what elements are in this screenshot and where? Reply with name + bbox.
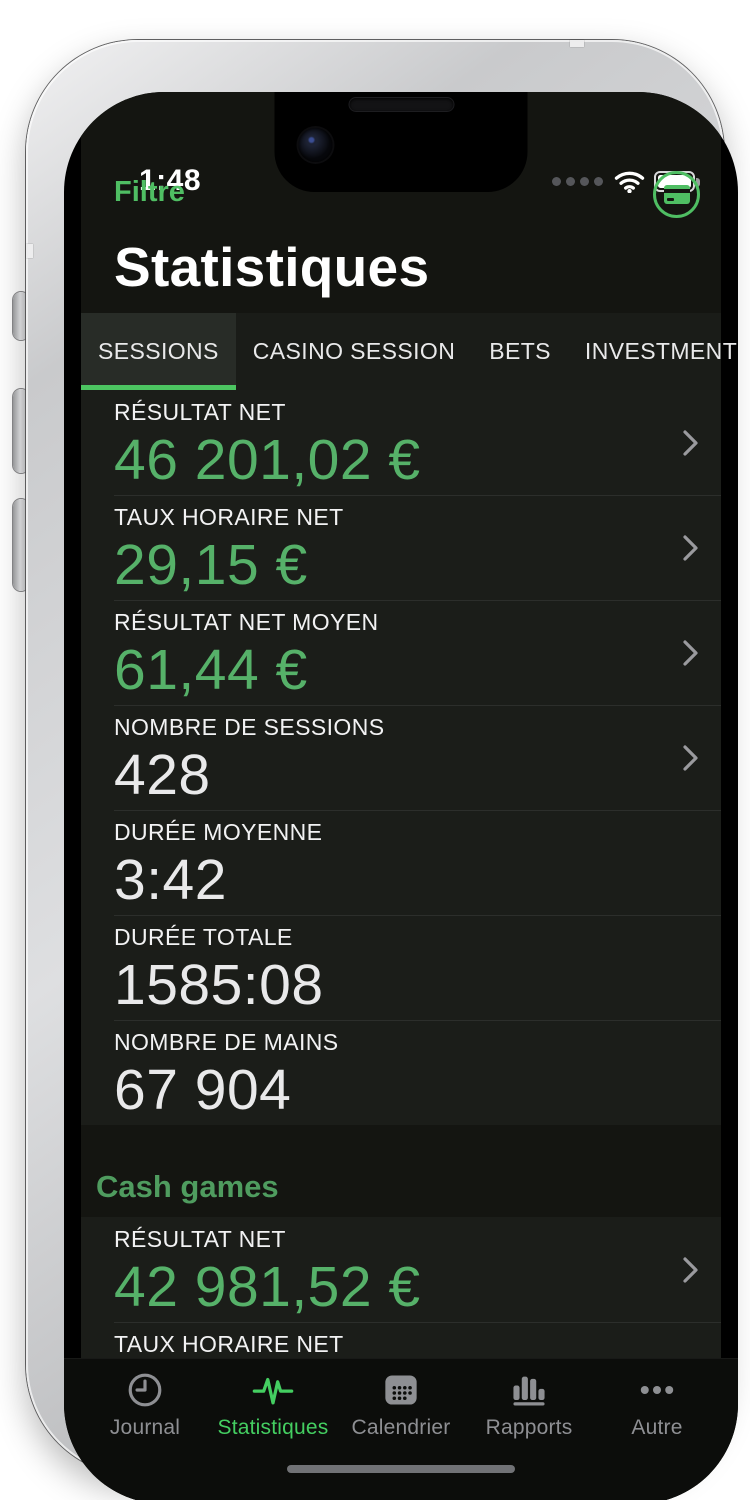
app-view: 1:48 Filtre [64,92,738,1500]
stat-value: 3:42 [114,848,227,912]
section-title: Cash games [96,1169,279,1204]
stat-row-resultat-net-moyen[interactable]: RÉSULTAT NET MOYEN 61,44 € [81,600,721,705]
stat-label: NOMBRE DE SESSIONS [114,714,385,740]
front-camera [298,128,333,162]
tab-investments[interactable]: INVESTMENTS [584,338,738,364]
chevron-right-icon [683,534,698,561]
stat-label: DURÉE TOTALE [114,924,293,950]
tabbar-item-statistiques[interactable]: Statistiques [209,1359,337,1440]
stat-value: 46 201,02 € [114,428,421,492]
volume-down-button[interactable] [13,499,29,591]
stats-tabs: SESSIONS CASINO SESSION BETS INVESTMENTS [81,313,738,390]
tabbar-label: Rapports [485,1416,573,1439]
stat-row-nombre-de-sessions[interactable]: NOMBRE DE SESSIONS 428 [81,705,721,810]
stat-label: NOMBRE DE MAINS [114,1029,339,1055]
stat-label: DURÉE MOYENNE [114,819,323,845]
mute-switch[interactable] [13,292,29,340]
chevron-right-icon [683,429,698,456]
stat-value: 42 981,52 € [114,1255,421,1319]
chevron-right-icon [683,639,698,666]
earpiece-speaker [349,98,453,111]
antenna-line [26,244,33,258]
stat-label: RÉSULTAT NET [114,399,286,425]
cash-games-stats-list: RÉSULTAT NET 42 981,52 € TAUX HORAIRE NE… [81,1217,721,1358]
notch [274,92,528,192]
tabbar-item-rapports[interactable]: Rapports [465,1359,593,1440]
tabbar-label: Autre [631,1416,683,1439]
tabbar-label: Calendrier [351,1416,451,1439]
stat-value: 67 904 [114,1058,292,1122]
stat-value: 29,15 € [114,533,308,597]
page-title: Statistiques [114,236,430,298]
credit-card-icon [663,185,690,204]
stat-label: TAUX HORAIRE NET [114,1331,344,1357]
tabbar-label: Statistiques [217,1416,329,1439]
stat-row-duree-totale: DURÉE TOTALE 1585:08 [81,915,721,1020]
stat-row-cash-taux-horaire-net[interactable]: TAUX HORAIRE NET [81,1322,721,1358]
calendar-icon [382,1370,420,1410]
cash-games-section-header: Cash games [81,1125,721,1217]
phone-frame: 1:48 Filtre [26,40,738,1500]
screen: 1:48 Filtre [64,92,738,1500]
status-time: 1:48 [139,164,202,197]
bottom-tab-bar: Journal Statistiques [64,1358,738,1500]
stat-row-cash-resultat-net[interactable]: RÉSULTAT NET 42 981,52 € [81,1217,721,1322]
bar-chart-icon [509,1370,549,1410]
stat-row-nombre-de-mains: NOMBRE DE MAINS 67 904 [81,1020,721,1125]
wifi-icon [614,171,645,193]
sessions-stats-list: RÉSULTAT NET 46 201,02 € TAUX HORAIRE NE… [81,390,721,1125]
clock-icon [126,1370,164,1410]
home-indicator[interactable] [287,1465,515,1473]
tab-sessions[interactable]: SESSIONS [81,313,236,390]
tabbar-item-autre[interactable]: Autre [593,1359,721,1440]
stat-value: 1585:08 [114,953,324,1017]
stat-value: 61,44 € [114,638,308,702]
stat-value: 428 [114,743,211,807]
cellular-signal-icon [552,177,603,186]
chevron-right-icon [683,744,698,771]
tabbar-item-calendrier[interactable]: Calendrier [337,1359,465,1440]
stat-row-resultat-net[interactable]: RÉSULTAT NET 46 201,02 € [81,390,721,495]
chevron-right-icon [683,1256,698,1283]
ellipsis-icon [637,1370,677,1410]
volume-up-button[interactable] [13,389,29,473]
antenna-line [570,40,584,47]
tab-casino-session[interactable]: CASINO SESSION [252,338,456,364]
tab-bets[interactable]: BETS [489,338,551,364]
filter-button[interactable]: Filtre [114,176,185,208]
tabbar-item-journal[interactable]: Journal [81,1359,209,1440]
stat-label: TAUX HORAIRE NET [114,504,344,530]
tabbar-label: Journal [109,1416,181,1439]
pulse-waveform-icon [252,1370,294,1410]
bankroll-button[interactable] [653,171,700,218]
stat-label: RÉSULTAT NET [114,1226,286,1252]
stat-label: RÉSULTAT NET MOYEN [114,609,379,635]
stat-row-duree-moyenne: DURÉE MOYENNE 3:42 [81,810,721,915]
stat-row-taux-horaire-net[interactable]: TAUX HORAIRE NET 29,15 € [81,495,721,600]
